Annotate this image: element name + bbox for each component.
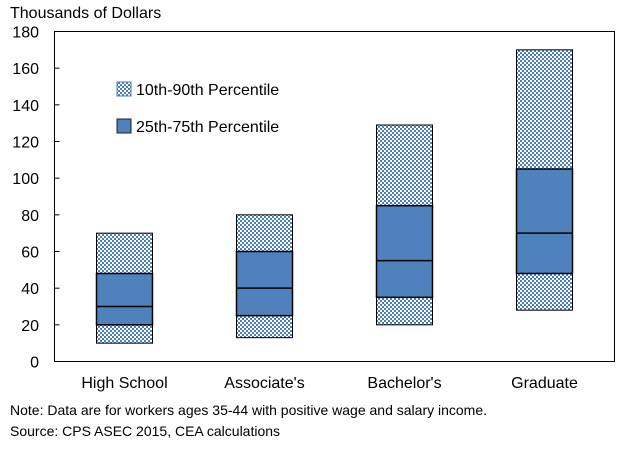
x-category-label: Bachelor's [367, 375, 441, 392]
y-tick-label: 140 [12, 98, 39, 115]
x-category-label: Graduate [511, 375, 578, 392]
legend-swatch-25-75 [116, 118, 132, 134]
legend-label-10-90: 10th-90th Percentile [136, 82, 279, 99]
range-bars [95, 49, 574, 344]
bar-25-75-percentile [515, 168, 574, 275]
legend-swatch-10-90 [116, 81, 132, 97]
y-tick-label: 20 [21, 318, 39, 335]
y-tick-label: 60 [21, 245, 39, 262]
y-tick-label: 120 [12, 135, 39, 152]
legend-label-25-75: 25th-75th Percentile [136, 119, 279, 136]
y-axis-title: Thousands of Dollars [10, 5, 161, 22]
chart-note: Note: Data are for workers ages 35-44 wi… [10, 402, 488, 418]
y-tick-label: 160 [12, 61, 39, 78]
y-tick-label: 40 [21, 281, 39, 298]
y-axis-ticks: 0 20 40 60 80 100 120 140 160 180 [12, 25, 60, 372]
y-tick-label: 80 [21, 208, 39, 225]
x-category-label: High School [81, 375, 167, 392]
x-axis-labels: High School Associate's Bachelor's Graduate [81, 375, 578, 392]
bar-25-75-percentile [235, 250, 294, 317]
x-category-label: Associate's [224, 375, 304, 392]
y-tick-label: 0 [30, 355, 39, 372]
plot-area-frame [54, 31, 615, 362]
chart-source: Source: CPS ASEC 2015, CEA calculations [10, 423, 281, 439]
bar-25-75-percentile [375, 204, 434, 299]
bar-25-75-percentile [95, 272, 154, 326]
legend: 10th-90th Percentile 25th-75th Percentil… [116, 81, 279, 136]
y-tick-label: 100 [12, 171, 39, 188]
y-tick-label: 180 [12, 25, 39, 42]
